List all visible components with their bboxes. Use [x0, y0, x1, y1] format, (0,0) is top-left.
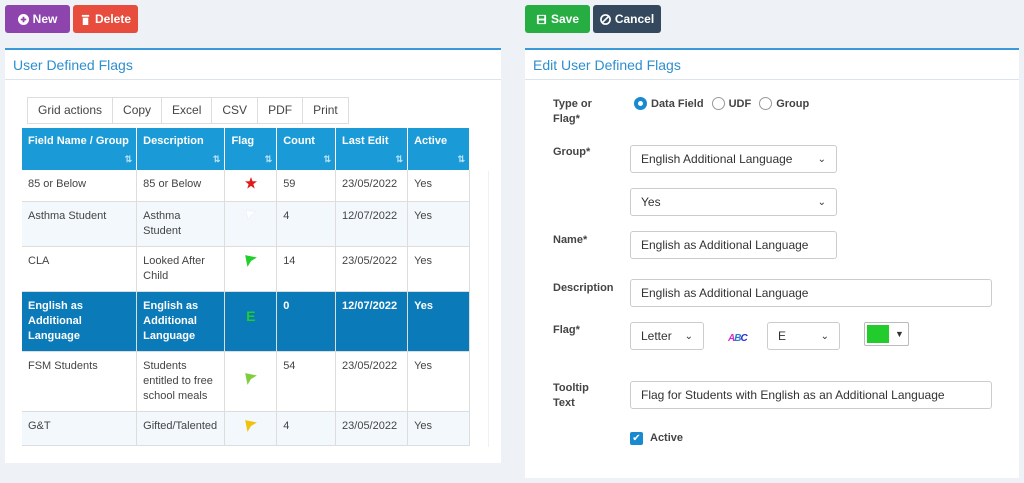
pdf-button[interactable]: PDF — [258, 98, 304, 123]
caret-down-icon: ▼ — [895, 329, 904, 339]
cancel-button[interactable]: Cancel — [593, 5, 661, 33]
letter-flag: E — [246, 308, 256, 324]
new-button-label: New — [32, 12, 58, 26]
flag-icon — [244, 373, 257, 385]
trash-icon — [81, 14, 90, 25]
radio-group[interactable] — [759, 97, 773, 110]
save-button-label: Save — [550, 12, 580, 26]
table-row[interactable]: FSM Students Students entitled to free s… — [22, 351, 470, 412]
csv-button[interactable]: CSV — [212, 98, 259, 123]
new-button[interactable]: New — [5, 5, 70, 33]
print-button[interactable]: Print — [313, 103, 338, 117]
chevron-down-icon: ⌄ — [817, 153, 826, 165]
group-label: Group* — [553, 146, 591, 158]
radio-label: UDF — [728, 97, 752, 110]
panel-title: User Defined Flags — [5, 50, 501, 80]
group-value-select[interactable]: Yes ⌄ — [630, 188, 837, 216]
plus-circle-icon — [17, 13, 29, 25]
table-scrollbar[interactable]: ▼ — [488, 171, 489, 447]
color-fill — [867, 325, 889, 343]
star-icon — [244, 177, 257, 189]
sort-asc-icon: ⇅ — [124, 154, 133, 164]
sort-icon: ⇅ — [212, 154, 221, 164]
edit-user-defined-flags-panel: Edit User Defined Flags Type or Flag* Da… — [525, 48, 1019, 478]
column-header-last-edit[interactable]: Last Edit ⇅ — [335, 128, 409, 170]
chevron-down-icon: ⌄ — [820, 330, 829, 342]
type-radio-group: Data Field UDF Group — [630, 97, 809, 110]
column-header-flag[interactable]: Flag ⇅ — [224, 128, 278, 170]
flag-color-picker[interactable]: ▼ — [864, 322, 909, 346]
flag-icon — [244, 420, 257, 432]
description-label: Description — [553, 282, 614, 294]
active-label: Active — [650, 432, 684, 444]
copy-button[interactable]: Copy — [112, 98, 163, 123]
flag-icon — [245, 209, 257, 221]
sort-icon: ⇅ — [457, 154, 465, 164]
flags-table-container: Field Name / Group ⇅ Description ⇅ Flag ⇅ C… — [22, 128, 489, 448]
chevron-down-icon: ⌄ — [817, 196, 826, 208]
delete-button-label: Delete — [94, 12, 132, 26]
sort-icon: ⇅ — [395, 154, 404, 164]
ban-icon — [599, 13, 611, 25]
panel-title: Edit User Defined Flags — [525, 50, 1019, 80]
radio-label: Group — [776, 97, 810, 110]
sort-icon: ⇅ — [323, 154, 332, 164]
grid-actions-bar: Grid actions Copy Excel CSV PDF Print — [27, 97, 349, 124]
flag-icon — [244, 255, 257, 267]
radio-data-field[interactable] — [634, 97, 647, 110]
radio-udf[interactable] — [711, 97, 725, 110]
tooltip-input[interactable]: Flag for Students with English as an Add… — [630, 381, 992, 409]
abc-icon: ABC — [728, 333, 748, 344]
column-header-active[interactable]: Active ⇅ — [407, 128, 470, 170]
table-row[interactable]: G&T Gifted/Talented 4 23/05/2022 Yes — [22, 411, 470, 446]
flag-type-select[interactable]: Letter ⌄ — [630, 322, 704, 350]
radio-label: Data Field — [651, 97, 704, 110]
tooltip-label: Tooltip Text — [553, 382, 589, 409]
flag-letter-select[interactable]: E ⌄ — [767, 322, 840, 350]
table-row[interactable]: Asthma Student Asthma Student 4 12/07/20… — [22, 201, 470, 247]
cancel-button-label: Cancel — [614, 12, 655, 26]
save-button[interactable]: Save — [525, 5, 590, 33]
column-header-field-name[interactable]: Field Name / Group ⇅ — [22, 128, 138, 170]
active-checkbox[interactable]: ✔ — [630, 432, 643, 445]
table-row[interactable]: English as Additional Language English a… — [22, 291, 470, 352]
save-icon — [536, 14, 547, 24]
delete-button[interactable]: Delete — [73, 5, 138, 33]
grid-actions-label: Grid actions — [38, 103, 103, 117]
group-select[interactable]: English Additional Language ⌄ — [630, 145, 837, 173]
flags-table: Field Name / Group ⇅ Description ⇅ Flag ⇅ C… — [22, 128, 470, 446]
excel-button[interactable]: Excel — [162, 98, 213, 123]
sort-icon: ⇅ — [264, 154, 273, 164]
column-header-description[interactable]: Description ⇅ — [136, 128, 226, 170]
name-label: Name* — [553, 234, 588, 246]
table-row[interactable]: 85 or Below 85 or Below 59 23/05/2022 Ye… — [22, 170, 470, 202]
flag-label: Flag* — [553, 324, 580, 336]
type-label: Type or Flag* — [553, 98, 592, 125]
name-input[interactable]: English as Additional Language — [630, 231, 837, 259]
chevron-down-icon: ⌄ — [684, 330, 693, 342]
user-defined-flags-panel: User Defined Flags Grid actions Copy Exc… — [5, 48, 501, 463]
table-row[interactable]: CLA Looked After Child 14 23/05/2022 Yes — [22, 246, 470, 292]
column-header-count[interactable]: Count ⇅ — [276, 128, 337, 170]
description-input[interactable]: English as Additional Language — [630, 279, 992, 307]
